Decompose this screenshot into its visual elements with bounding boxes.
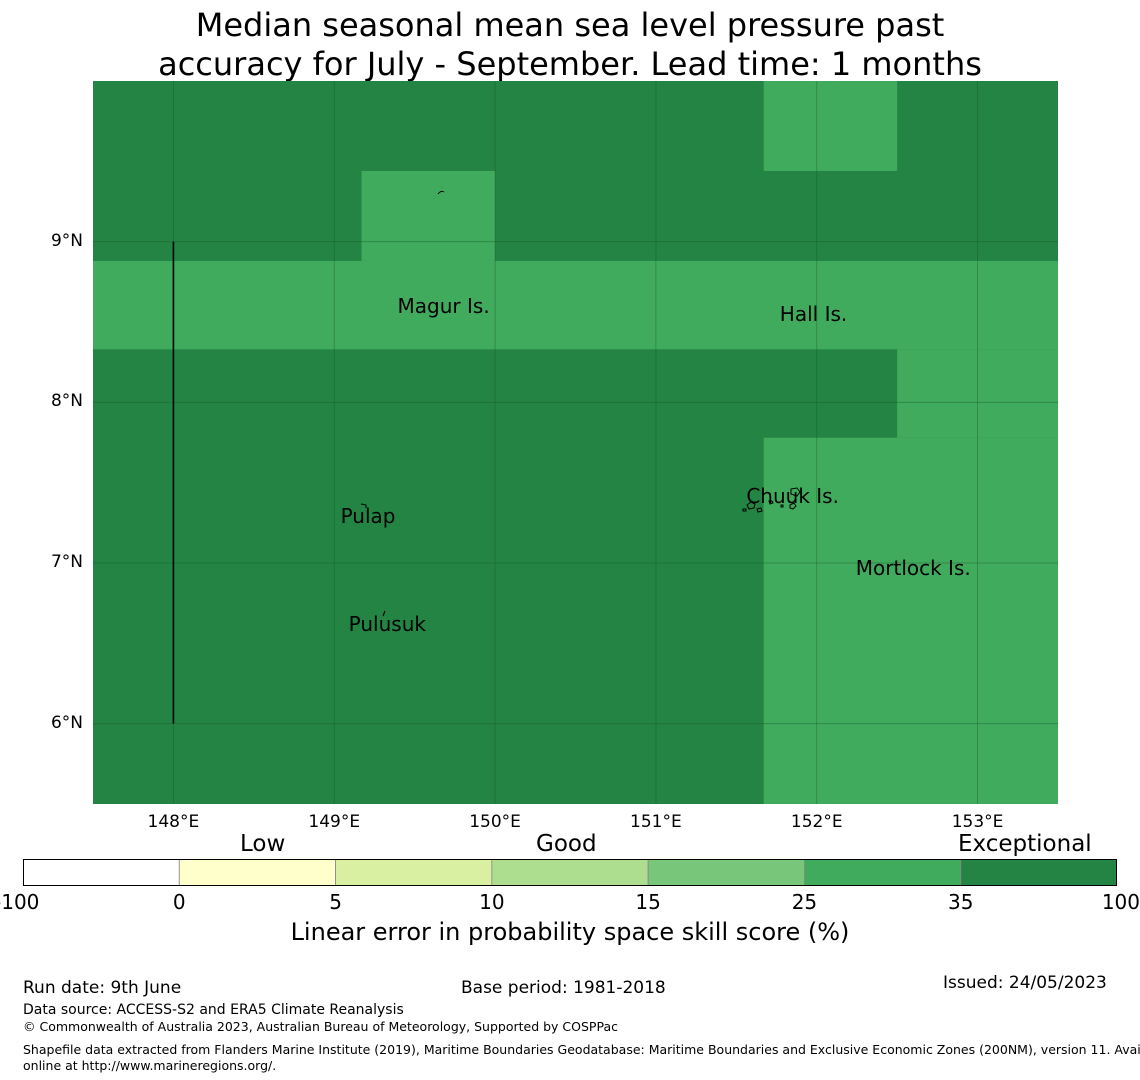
base-period: Base period: 1981-2018 [461,978,666,998]
longitude-label: 151°E [630,812,682,832]
latitude-label: 9°N [50,230,83,251]
colorbar-tick-label: -100 [0,890,40,914]
longitude-label: 153°E [951,812,1004,832]
place-label: Mortlock Is. [855,555,971,580]
skill-cell [361,170,496,261]
colorbar-segment [647,859,805,886]
colorbar-tick-label: 100 [1101,890,1140,914]
data-source: Data source: ACCESS-S2 and ERA5 Climate … [23,1002,404,1018]
issued-date: Issued: 24/05/2023 [943,973,1107,993]
colorbar-segment [178,859,336,886]
colorbar-tick-label: 25 [791,890,818,914]
chuuk-island-shape [768,500,774,505]
colorbar-tick-label: 15 [635,890,661,914]
shapefile-credit-line1: Shapefile data extracted from Flanders M… [23,1042,1140,1057]
colorbar-tick-label: 10 [479,890,505,914]
run-date: Run date: 9th June [23,978,182,998]
place-label: Hall Is. [779,301,848,326]
colorbar-tick-label: 35 [947,890,974,914]
pulusuk-island-shape [382,610,386,617]
map-title: Median seasonal mean sea level pressure … [0,6,1140,84]
longitude-label: 152°E [790,812,843,832]
chuuk-island-shape [746,501,756,510]
chuuk-island-shape [742,508,747,512]
place-label: Magur Is. [397,293,490,318]
skill-cell [93,260,1058,350]
colorbar-tick-label: 0 [172,890,186,914]
place-label: Chuuk Is. [746,483,839,508]
copyright-notice: © Commonwealth of Australia 2023, Austra… [23,1019,618,1034]
shapefile-credit-line2: online at http://www.marineregions.org/. [23,1058,277,1073]
colorbar-segment [960,859,1117,886]
longitude-label: 150°E [469,812,521,832]
chuuk-island-shape [780,504,784,508]
category-good: Good [536,831,597,857]
map-title-line1: Median seasonal mean sea level pressure … [195,6,945,44]
longitude-label: 149°E [308,812,361,832]
skill-cell [763,437,1058,804]
place-label: Pulusuk [348,612,426,637]
colorbar-frame [23,859,1117,886]
colorbar-label: Linear error in probability space skill … [290,918,850,946]
skill-cell [763,81,898,171]
colorbar-tick-label: 5 [329,890,342,914]
latitude-label: 7°N [50,552,83,572]
skill-map [93,81,1058,804]
colorbar-segment [491,859,649,886]
place-label: Pulap [340,504,396,529]
colorbar-segment [23,859,180,886]
colorbar-segment [804,859,962,886]
category-exceptional: Exceptional [958,831,1092,857]
magur-island-shape [437,190,445,195]
latitude-label: 8°N [50,391,83,412]
latitude-label: 6°N [50,712,83,733]
map-title-line2: accuracy for July - September. Lead time… [158,45,982,83]
chuuk-island-shape [789,502,797,510]
chuuk-island-shape [756,507,763,513]
category-low: Low [240,831,286,857]
pulap-island-shape [360,503,367,508]
longitude-label: 148°E [147,812,200,832]
colorbar-segment [335,859,493,886]
chuuk-island-shape [790,487,801,497]
colorbar [23,859,1117,886]
